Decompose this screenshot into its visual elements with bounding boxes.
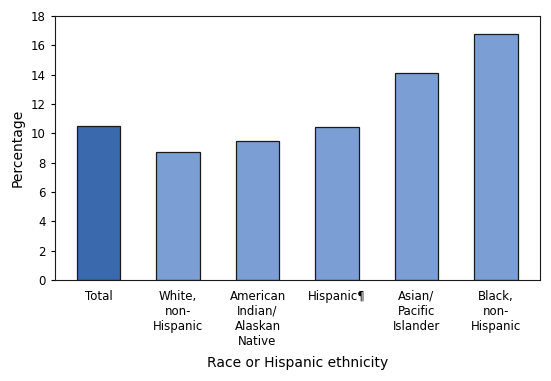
Y-axis label: Percentage: Percentage	[11, 109, 25, 187]
Bar	[315, 128, 359, 280]
Bar	[156, 152, 200, 280]
X-axis label: Race or Hispanic ethnicity: Race or Hispanic ethnicity	[207, 356, 388, 370]
Bar	[236, 141, 279, 280]
Bar	[395, 73, 439, 280]
Bar	[474, 34, 518, 280]
Bar	[77, 126, 121, 280]
